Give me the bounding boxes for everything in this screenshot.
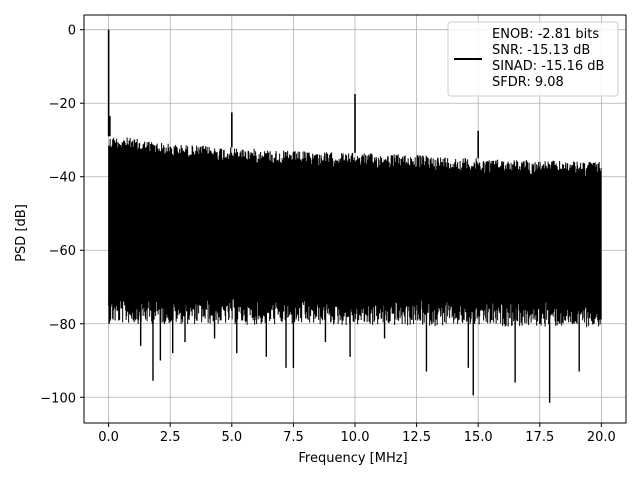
- y-tick-label: −80: [49, 318, 76, 333]
- legend-entry: ENOB: -2.81 bits: [492, 27, 599, 42]
- x-axis-title: Frequency [MHz]: [298, 451, 407, 466]
- x-tick-label: 2.5: [160, 430, 181, 445]
- x-tick-label: 0.0: [98, 430, 119, 445]
- x-tick-label: 17.5: [525, 430, 554, 445]
- psd-noise-trace: [108, 137, 602, 328]
- x-tick-label: 5.0: [221, 430, 242, 445]
- legend-box: [447, 21, 619, 97]
- x-tick-label: 10.0: [341, 430, 370, 445]
- axes: 0.0 2.5 5.0 7.5 10.0 12.5 15.0 17.5 20.0 0 −20 −40 −…: [40, 14, 627, 445]
- legend-entry: SFDR: 9.08: [492, 75, 564, 90]
- y-tick-label: −100: [40, 391, 76, 406]
- y-tick-label: −20: [49, 97, 76, 112]
- x-tick-label: 20.0: [587, 430, 616, 445]
- plot-area: [107, 29, 602, 403]
- y-tick-label: −40: [49, 171, 76, 186]
- y-tick-label: 0: [68, 24, 76, 39]
- legend-entry: SNR: -15.13 dB: [492, 43, 590, 58]
- x-tick-label: 15.0: [464, 430, 493, 445]
- y-tick-label: −60: [49, 244, 76, 259]
- y-axis-title: PSD [dB]: [14, 204, 29, 262]
- x-tick-label: 7.5: [283, 430, 304, 445]
- legend-entry: SINAD: -15.16 dB: [492, 59, 604, 74]
- x-tick-label: 12.5: [402, 430, 431, 445]
